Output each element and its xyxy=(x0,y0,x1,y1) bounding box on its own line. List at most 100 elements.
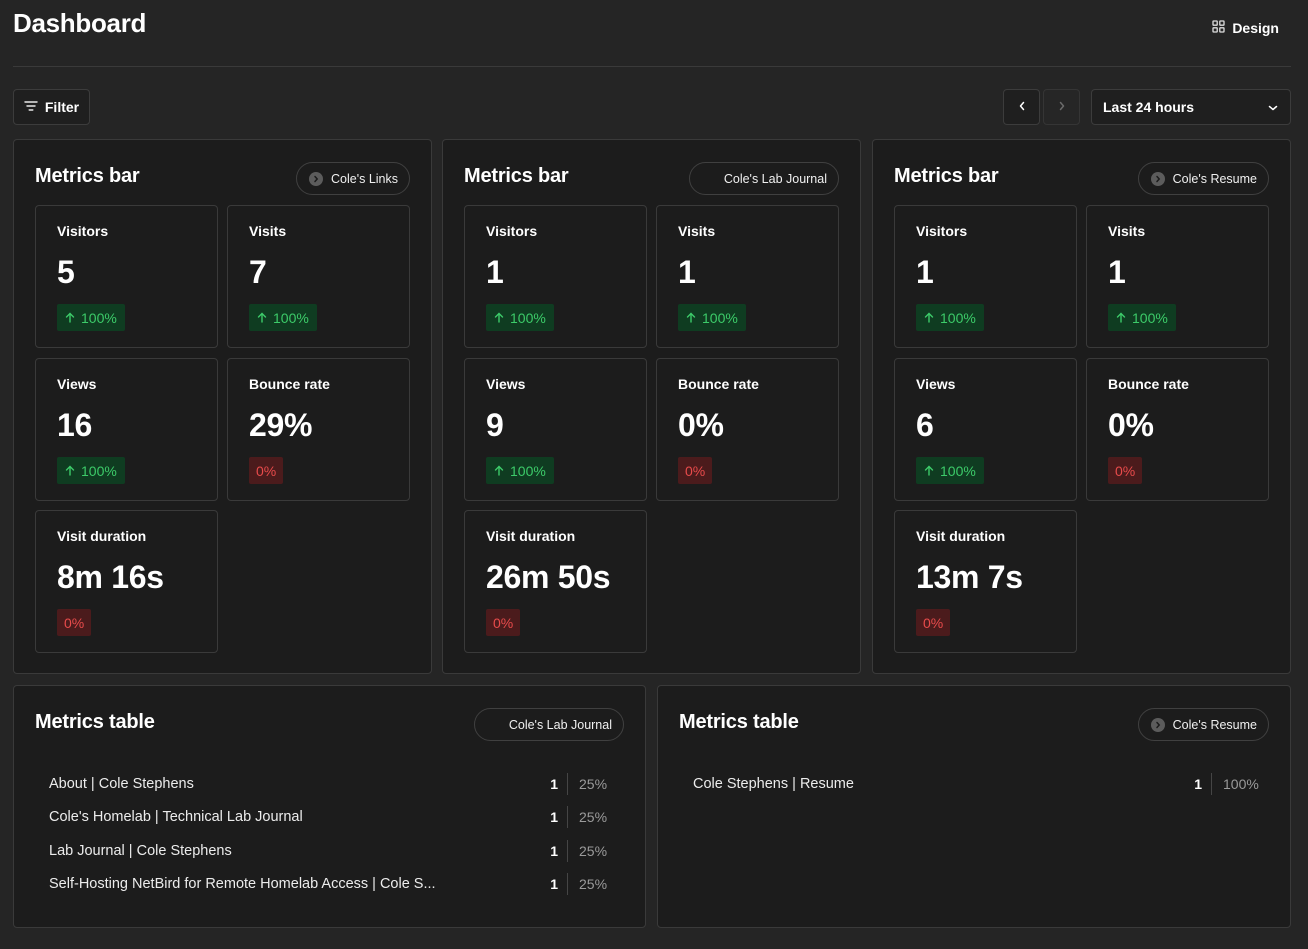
filter-label: Filter xyxy=(44,99,80,115)
metric-label: Visits xyxy=(1108,223,1146,239)
metric-card-views: Views 9 100% xyxy=(464,358,647,501)
change-badge: 0% xyxy=(57,609,92,636)
row-divider xyxy=(567,773,568,795)
row-label: About | Cole Stephens xyxy=(49,776,194,792)
arrow-up-icon xyxy=(1116,310,1126,326)
metric-label: Visit duration xyxy=(57,528,147,544)
metrics-table-panel: Metrics table Cole's Lab Journal About |… xyxy=(13,685,646,928)
table-row[interactable]: About | Cole Stephens xyxy=(49,771,194,797)
design-button[interactable]: Design xyxy=(1212,16,1279,40)
change-value: 0% xyxy=(256,462,277,479)
change-badge: 0% xyxy=(916,609,951,636)
site-selector[interactable]: Cole's Links xyxy=(296,162,410,195)
change-value: 0% xyxy=(493,614,514,631)
site-name: Cole's Lab Journal xyxy=(508,717,612,732)
metric-card-views: Views 16 100% xyxy=(35,358,218,501)
chevron-left-icon xyxy=(1018,98,1026,116)
chevron-right-icon xyxy=(1058,98,1066,116)
row-percent: 25% xyxy=(579,809,608,825)
page-title: Dashboard xyxy=(13,8,147,38)
site-icon xyxy=(487,718,501,732)
table-row[interactable]: Cole Stephens | Resume xyxy=(693,771,854,797)
site-selector[interactable]: Cole's Lab Journal xyxy=(688,162,839,195)
change-badge: 100% xyxy=(486,457,554,484)
change-value: 100% xyxy=(702,309,738,326)
metric-card-visits: Visits 1 100% xyxy=(1086,205,1269,348)
design-label: Design xyxy=(1232,20,1279,36)
metric-value: 1 xyxy=(1108,254,1126,290)
metric-card-visits: Visits 7 100% xyxy=(227,205,410,348)
table-row[interactable]: Lab Journal | Cole Stephens xyxy=(49,838,232,864)
arrow-up-icon xyxy=(924,310,934,326)
table-row[interactable]: Cole's Homelab | Technical Lab Journal xyxy=(49,804,303,830)
metric-label: Visit duration xyxy=(486,528,576,544)
change-badge: 100% xyxy=(57,457,125,484)
grid-icon xyxy=(1212,20,1225,36)
table-row[interactable]: Self-Hosting NetBird for Remote Homelab … xyxy=(49,871,436,897)
chevron-down-icon xyxy=(1268,99,1278,115)
panel-title: Metrics table xyxy=(35,711,155,733)
panel-title: Metrics bar xyxy=(35,165,140,187)
site-icon xyxy=(702,172,716,186)
change-value: 0% xyxy=(685,462,706,479)
change-value: 100% xyxy=(510,309,546,326)
header: Dashboard Design xyxy=(13,0,1291,67)
metric-label: Bounce rate xyxy=(678,376,759,392)
metric-label: Visits xyxy=(678,223,716,239)
metric-value: 8m 16s xyxy=(57,559,164,595)
change-badge: 0% xyxy=(249,457,284,484)
change-badge: 100% xyxy=(1108,304,1176,331)
change-badge: 100% xyxy=(57,304,125,331)
row-percent: 25% xyxy=(579,776,608,792)
toolbar: Filter Last 24 hours xyxy=(13,89,1291,125)
row-divider xyxy=(567,873,568,895)
previous-period-button[interactable] xyxy=(1003,89,1040,125)
change-value: 100% xyxy=(940,462,976,479)
filter-icon xyxy=(24,99,38,115)
chevron-right-icon xyxy=(309,171,323,186)
metric-value: 0% xyxy=(1108,407,1154,443)
next-period-button[interactable] xyxy=(1043,89,1080,125)
metric-card-visits: Visits 1 100% xyxy=(656,205,839,348)
metric-value: 0% xyxy=(678,407,724,443)
metric-card-bounce-rate: Bounce rate 0% 0% xyxy=(1086,358,1269,501)
change-value: 100% xyxy=(81,462,117,479)
arrow-up-icon xyxy=(494,310,504,326)
change-value: 0% xyxy=(923,614,944,631)
panel-title: Metrics bar xyxy=(464,165,569,187)
metric-label: Visitors xyxy=(57,223,109,239)
metric-value: 5 xyxy=(57,254,75,290)
date-range-select[interactable]: Last 24 hours xyxy=(1091,89,1291,125)
metric-card-bounce-rate: Bounce rate 0% 0% xyxy=(656,358,839,501)
metric-value: 16 xyxy=(57,407,92,443)
metric-value: 29% xyxy=(249,407,313,443)
metric-card-views: Views 6 100% xyxy=(894,358,1077,501)
metric-label: Visitors xyxy=(486,223,538,239)
filter-button[interactable]: Filter xyxy=(13,89,90,125)
change-value: 0% xyxy=(1115,462,1136,479)
chevron-right-icon xyxy=(1150,717,1165,732)
metric-label: Visit duration xyxy=(916,528,1006,544)
metrics-bar-panel: Metrics bar Cole's Lab Journal Visitors … xyxy=(442,139,861,674)
change-badge: 100% xyxy=(678,304,746,331)
metric-label: Views xyxy=(57,376,97,392)
site-name: Cole's Resume xyxy=(1172,717,1257,732)
arrow-up-icon xyxy=(257,310,267,326)
row-divider xyxy=(567,840,568,862)
arrow-up-icon xyxy=(924,463,934,479)
metric-card-visitors: Visitors 1 100% xyxy=(894,205,1077,348)
site-selector[interactable]: Cole's Resume xyxy=(1137,708,1269,741)
change-badge: 100% xyxy=(249,304,317,331)
row-count: 1 xyxy=(1194,776,1202,792)
row-count: 1 xyxy=(550,809,558,825)
row-label: Cole Stephens | Resume xyxy=(693,776,854,792)
row-label: Cole's Homelab | Technical Lab Journal xyxy=(49,809,303,825)
panel-title: Metrics bar xyxy=(894,165,999,187)
site-selector[interactable]: Cole's Lab Journal xyxy=(473,708,624,741)
arrow-up-icon xyxy=(65,310,75,326)
site-name: Cole's Links xyxy=(331,171,398,186)
site-selector[interactable]: Cole's Resume xyxy=(1137,162,1269,195)
metric-card-visit-duration: Visit duration 8m 16s 0% xyxy=(35,510,218,653)
change-badge: 100% xyxy=(486,304,554,331)
change-badge: 0% xyxy=(1108,457,1143,484)
